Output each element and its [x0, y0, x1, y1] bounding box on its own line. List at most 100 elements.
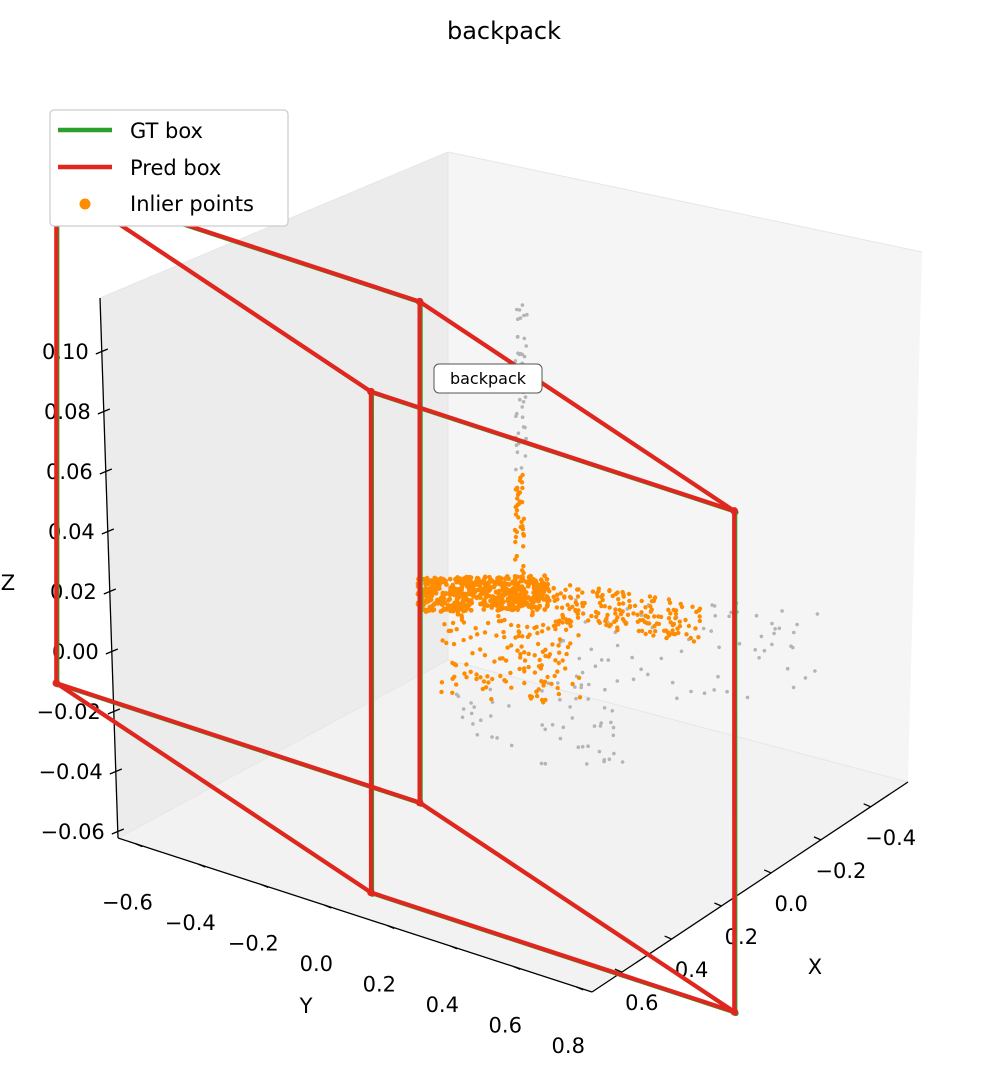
outlier-point: [589, 647, 594, 652]
inlier-point: [454, 601, 460, 607]
outlier-point: [610, 709, 615, 713]
inlier-point: [461, 637, 466, 643]
outlier-point: [558, 736, 563, 741]
inlier-point: [517, 666, 522, 672]
inlier-point: [529, 604, 534, 610]
inlier-point: [697, 618, 702, 624]
inlier-point: [508, 670, 513, 676]
inlier-point: [510, 579, 515, 585]
outlier-point: [516, 334, 520, 339]
inlier-point: [686, 623, 692, 629]
inlier-point: [515, 648, 520, 653]
inlier-point: [477, 583, 483, 589]
inlier-point: [553, 658, 558, 663]
inlier-point: [577, 695, 583, 700]
inlier-point: [671, 607, 676, 613]
inlier-point: [464, 662, 469, 667]
inlier-point: [550, 642, 555, 647]
inlier-point: [502, 678, 507, 683]
outlier-point: [518, 397, 522, 402]
outlier-point: [716, 674, 720, 679]
outlier-point: [520, 415, 525, 420]
outlier-point: [586, 744, 590, 748]
inlier-point: [542, 607, 548, 612]
x-tick-label: 0.4: [675, 958, 708, 982]
outlier-point: [515, 411, 519, 416]
outlier-point: [727, 614, 731, 619]
inlier-point: [491, 584, 497, 590]
inlier-point: [530, 609, 535, 615]
outlier-point: [593, 664, 598, 668]
inlier-point: [539, 663, 544, 668]
x-tick-label: 0.2: [725, 925, 758, 949]
inlier-point: [627, 605, 632, 610]
inlier-point: [512, 574, 518, 579]
inlier-point: [490, 594, 495, 599]
inlier-point: [483, 594, 489, 600]
inlier-point: [486, 680, 491, 685]
outlier-point: [518, 316, 523, 320]
inlier-point: [531, 581, 536, 586]
inlier-point: [526, 664, 531, 670]
inlier-point: [575, 594, 581, 599]
outlier-point: [702, 691, 707, 695]
x-tick-mark: [863, 803, 871, 808]
y-tick-label: −0.4: [165, 911, 216, 935]
inlier-point: [436, 583, 442, 588]
inlier-point: [536, 687, 541, 692]
inlier-point: [590, 589, 596, 594]
outlier-point: [745, 695, 750, 700]
inlier-point: [666, 616, 672, 621]
inlier-point: [546, 626, 551, 631]
y-tick-mark: [575, 986, 584, 991]
inlier-point: [468, 575, 474, 580]
inlier-point: [556, 660, 561, 666]
outlier-point: [791, 645, 795, 650]
inlier-point: [517, 594, 523, 600]
pred-box-edge: [54, 680, 422, 805]
outlier-point: [791, 685, 796, 690]
inlier-point: [442, 622, 447, 627]
inlier-point: [563, 627, 569, 632]
inlier-point: [528, 597, 534, 603]
y-tick-mark: [135, 843, 143, 848]
inlier-point: [513, 539, 518, 545]
inlier-point: [458, 579, 464, 584]
inlier-point: [562, 595, 567, 600]
inlier-point: [462, 575, 468, 581]
inlier-point: [573, 600, 578, 605]
inlier-point: [547, 652, 553, 657]
outlier-point: [507, 704, 511, 708]
inlier-point: [539, 629, 545, 634]
x-axis-label: X: [808, 955, 822, 979]
outlier-point: [615, 643, 620, 648]
inlier-point: [565, 644, 571, 650]
inlier-point: [453, 577, 459, 582]
outlier-point: [586, 697, 590, 701]
outlier-point: [602, 706, 607, 710]
outlier-point: [515, 450, 520, 455]
inlier-point: [493, 600, 499, 605]
inlier-point: [549, 681, 554, 687]
inlier-point: [521, 563, 526, 569]
inlier-point: [558, 591, 563, 596]
inlier-point: [670, 628, 675, 633]
inlier-point: [537, 657, 542, 663]
inlier-point: [478, 675, 483, 680]
y-tick-mark: [450, 945, 458, 950]
inlier-point: [635, 619, 640, 624]
outlier-point: [630, 655, 634, 660]
y-tick-mark: [324, 904, 332, 909]
outlier-point: [522, 313, 526, 318]
inlier-point: [513, 512, 519, 517]
inlier-point: [651, 633, 656, 638]
inlier-point: [447, 596, 453, 602]
outlier-point: [570, 716, 575, 720]
inlier-point: [466, 600, 472, 606]
inlier-point: [541, 583, 547, 589]
y-tick-label: 0.6: [489, 1013, 522, 1037]
outlier-point: [587, 682, 591, 687]
inlier-point: [474, 595, 480, 601]
legend-frame: [49, 109, 289, 227]
inlier-point: [533, 596, 538, 601]
